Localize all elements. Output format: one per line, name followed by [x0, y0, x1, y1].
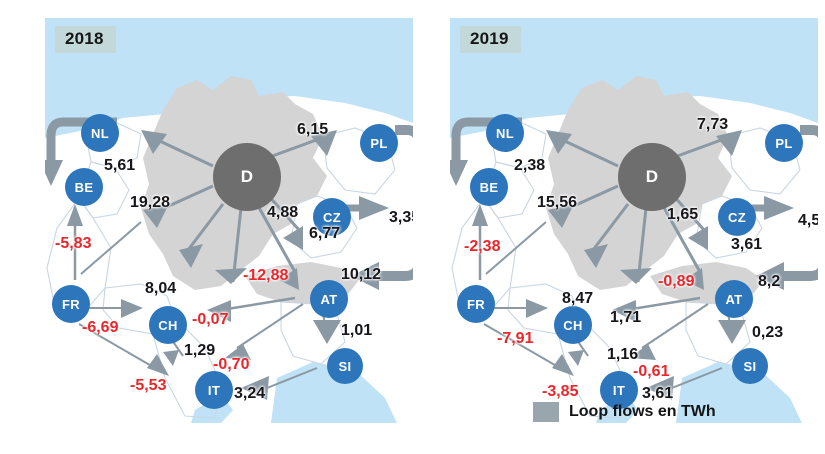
flow-value-negative: -0,61 [633, 363, 670, 380]
flow-value: 4,88 [267, 204, 299, 221]
node-label: SI [338, 358, 352, 374]
flow-value: 3,24 [234, 385, 266, 402]
node-NL-2019[interactable]: NL [486, 114, 524, 152]
map-panel-2019: 2019 D NL BE FR CH IT SI AT CZ PL 7,73 2… [450, 18, 818, 423]
flow-value: 3,61 [642, 385, 674, 402]
node-label: D [240, 167, 254, 186]
flow-value: 3,61 [731, 236, 763, 253]
node-label: CH [158, 317, 178, 333]
flow-value: 1,65 [667, 206, 699, 223]
node-PL-2019[interactable]: PL [765, 124, 803, 162]
flow-value: 1,01 [341, 322, 373, 339]
flow-value: 6,77 [309, 225, 341, 242]
flow-value-negative: -2,38 [464, 238, 501, 255]
year-label-2019: 2019 [460, 26, 521, 53]
flow-value-negative: -5,83 [55, 235, 92, 252]
flow-value: 5,61 [104, 157, 136, 174]
flow-value: 1,29 [184, 342, 216, 359]
map-graphic-2018 [45, 18, 413, 423]
node-PL-2018[interactable]: PL [360, 124, 398, 162]
flow-value: 0,23 [752, 324, 784, 341]
flow-value-negative: -3,85 [542, 383, 579, 400]
node-label: IT [207, 382, 221, 398]
node-label: CZ [728, 209, 746, 225]
flow-value: 1,16 [607, 346, 639, 363]
flow-value: 8,04 [145, 280, 177, 297]
flow-value: 8,47 [562, 290, 594, 307]
node-label: PL [370, 135, 388, 151]
flow-value: 6,15 [297, 121, 329, 138]
node-label: IT [612, 382, 626, 398]
node-BE-2018[interactable]: BE [65, 168, 103, 206]
node-label: FR [62, 296, 80, 312]
node-label: CH [563, 317, 583, 333]
node-CZ-2018[interactable]: CZ [313, 198, 351, 236]
node-label: NL [91, 125, 109, 141]
flow-value: 19,28 [130, 194, 171, 211]
flow-value-negative: -7,91 [497, 330, 534, 347]
flow-value-negative: -5,53 [130, 377, 167, 394]
node-AT-2019[interactable]: AT [715, 280, 753, 318]
flow-value: 4,59 [798, 212, 818, 229]
flow-value-negative: -0,89 [658, 273, 695, 290]
node-IT-2019[interactable]: IT [600, 371, 638, 409]
node-label: PL [775, 135, 793, 151]
flow-value-negative: -12,88 [243, 267, 289, 284]
flow-value-negative: -0,70 [213, 356, 250, 373]
node-label: SI [743, 358, 757, 374]
legend-label: Loop flows en TWh [569, 403, 716, 420]
legend: Loop flows en TWh [533, 402, 716, 422]
node-CH-2018[interactable]: CH [149, 306, 187, 344]
year-label-2018: 2018 [55, 26, 116, 53]
node-BE-2019[interactable]: BE [470, 168, 508, 206]
node-AT-2018[interactable]: AT [310, 280, 348, 318]
map-panel-2018: 2018 D NL BE FR CH IT SI AT CZ PL 6,15 5… [45, 18, 413, 423]
node-NL-2018[interactable]: NL [81, 114, 119, 152]
node-label: FR [467, 296, 485, 312]
flow-value: 2,38 [514, 157, 546, 174]
node-FR-2018[interactable]: FR [52, 285, 90, 323]
flow-value: 3,35 [389, 209, 413, 226]
node-label: D [645, 167, 659, 186]
node-label: CZ [323, 209, 341, 225]
node-label: NL [496, 125, 514, 141]
node-label: AT [725, 291, 743, 307]
flow-value: 7,73 [697, 116, 729, 133]
node-FR-2019[interactable]: FR [457, 285, 495, 323]
node-IT-2018[interactable]: IT [195, 371, 233, 409]
flow-value-negative: -0,07 [192, 311, 229, 328]
node-SI-2018[interactable]: SI [327, 348, 363, 384]
node-hub-D-2019[interactable]: D [618, 143, 686, 211]
flow-value: 1,71 [610, 309, 642, 326]
flow-value: 10,12 [341, 266, 382, 283]
node-label: BE [479, 179, 499, 195]
node-label: BE [74, 179, 94, 195]
node-SI-2019[interactable]: SI [732, 348, 768, 384]
node-label: AT [320, 291, 338, 307]
legend-swatch-icon [533, 402, 559, 422]
node-hub-D-2018[interactable]: D [213, 143, 281, 211]
flow-value: 15,56 [537, 194, 578, 211]
flow-value: 8,2 [758, 273, 781, 290]
node-CH-2019[interactable]: CH [554, 306, 592, 344]
node-CZ-2019[interactable]: CZ [718, 198, 756, 236]
flow-value-negative: -6,69 [82, 319, 119, 336]
